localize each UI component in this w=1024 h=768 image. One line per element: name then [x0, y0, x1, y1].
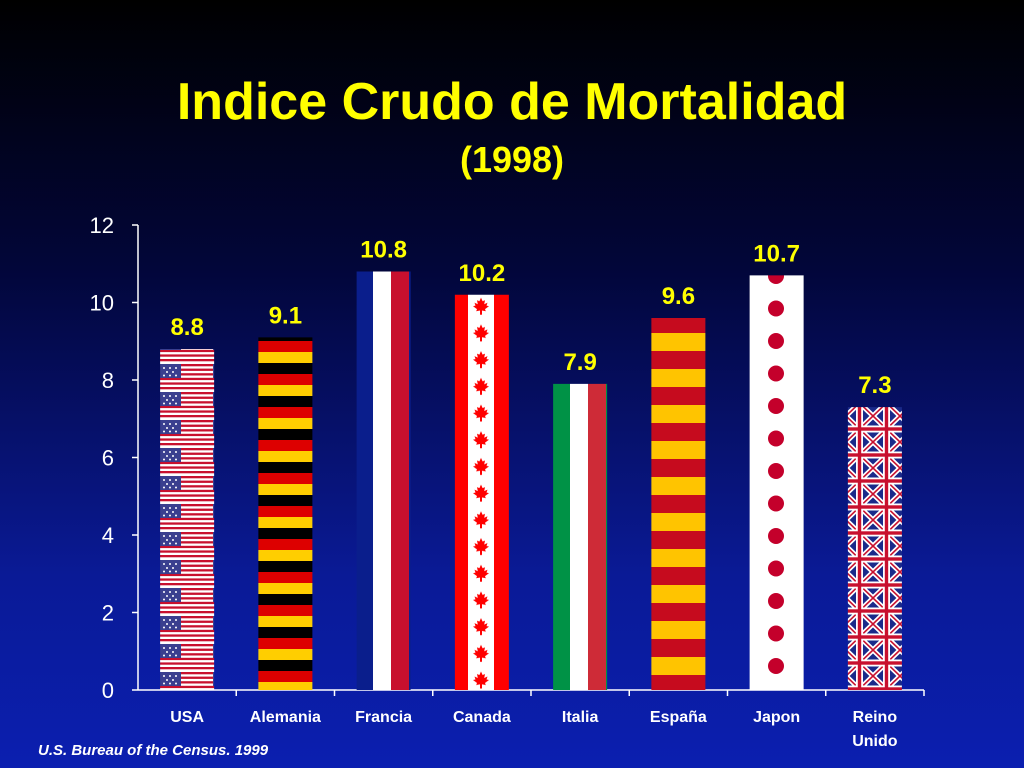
bar-italia: [553, 383, 608, 690]
chart-title: Indice Crudo de Mortalidad: [176, 73, 848, 131]
y-tick-label: 6: [102, 446, 114, 471]
y-tick-label: 8: [102, 368, 114, 393]
value-label: 7.9: [563, 349, 596, 376]
value-label: 10.2: [459, 260, 506, 287]
bar-canada: [454, 294, 509, 690]
category-label: Canada: [453, 709, 511, 726]
bar-españa: [651, 318, 706, 690]
category-label: Unido: [852, 733, 898, 750]
category-label: España: [650, 709, 707, 726]
bar-japon: [749, 275, 804, 690]
category-label: Francia: [355, 709, 412, 726]
y-tick-label: 4: [102, 523, 114, 548]
category-label: Italia: [562, 709, 599, 726]
category-label: Reino: [853, 709, 898, 726]
value-label: 9.1: [269, 302, 302, 329]
value-label: 10.8: [360, 237, 407, 264]
value-label: 7.3: [858, 372, 891, 399]
bar-alemania: [258, 337, 313, 690]
chart-subtitle: (1998): [459, 139, 565, 180]
bar-usa: [160, 349, 215, 690]
y-tick-label: 2: [102, 601, 114, 626]
source-note: U.S. Bureau of the Census. 1999: [38, 742, 269, 759]
y-tick-label: 12: [90, 213, 114, 238]
y-tick-label: 10: [90, 291, 114, 316]
bar-francia: [356, 271, 411, 690]
value-label: 10.7: [753, 240, 800, 267]
category-label: Alemania: [250, 709, 321, 726]
category-label: Japon: [753, 709, 800, 726]
value-label: 9.6: [662, 283, 695, 310]
y-tick-label: 0: [102, 678, 114, 703]
value-label: 8.8: [170, 314, 203, 341]
category-label: USA: [170, 709, 204, 726]
bar-reino-unido: [847, 407, 902, 690]
